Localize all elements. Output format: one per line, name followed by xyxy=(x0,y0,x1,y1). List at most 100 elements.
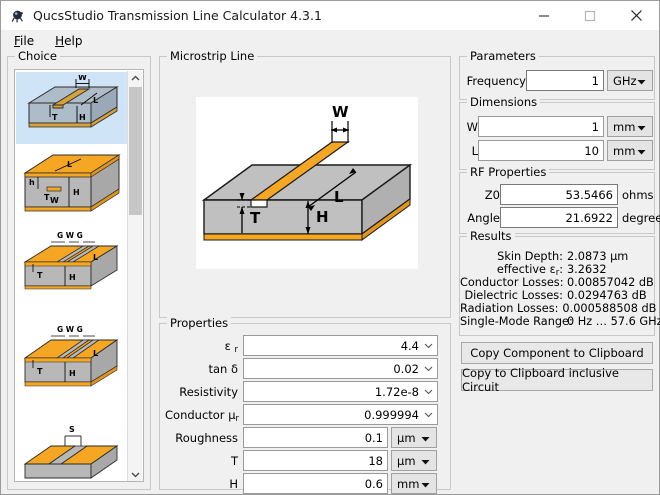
title-bar: QucsStudio Transmission Line Calculator … xyxy=(1,1,659,30)
length-input[interactable]: 10 xyxy=(478,140,604,161)
resistivity-input[interactable]: 1.72e-8 xyxy=(243,381,438,402)
properties-group-label: Properties xyxy=(167,317,232,329)
chevron-down-icon[interactable] xyxy=(423,341,433,351)
result-radiation-losses: Radiation Losses: 0.000588508 dB xyxy=(460,302,656,315)
property-label-epsilon-r: ε r xyxy=(224,338,238,355)
chevron-down-icon[interactable] xyxy=(423,387,433,397)
tan-delta-input[interactable]: 0.02 xyxy=(243,358,438,379)
frequency-value: 1 xyxy=(591,73,599,88)
result-single-mode-range-key: Single-Mode Range: xyxy=(460,315,573,328)
minimize-button[interactable] xyxy=(521,1,567,30)
menu-bar: File Help xyxy=(1,30,659,51)
property-row-tan-delta: tan δ 0.02 xyxy=(165,358,438,379)
svg-text:L: L xyxy=(93,253,98,262)
frequency-label: Frequency xyxy=(466,73,526,88)
width-input[interactable]: 1 xyxy=(478,116,604,137)
result-conductor-losses-value: 0.00857042 dB xyxy=(567,276,654,289)
chevron-down-icon[interactable] xyxy=(423,410,433,420)
epsilon-r-input[interactable]: 4.4 xyxy=(243,335,438,356)
choice-list[interactable]: W L T H xyxy=(14,69,144,482)
svg-text:H: H xyxy=(69,369,76,378)
preview-group-label: Microstrip Line xyxy=(167,50,258,62)
epsilon-r-value: 4.4 xyxy=(400,338,419,353)
property-row-conductor-mu-r: Conductor μr 0.999994 xyxy=(165,404,438,425)
result-effective-epsilon-r-key: effective εr: xyxy=(496,263,563,278)
height-value: 0.6 xyxy=(364,476,383,491)
choice-item-coupled-lines[interactable]: S xyxy=(16,420,128,480)
thickness-input[interactable]: 18 xyxy=(243,450,388,471)
chevron-down-icon[interactable] xyxy=(423,364,433,374)
copy-circuit-button[interactable]: Copy to Clipboard inclusive Circuit xyxy=(461,366,653,394)
window-title: QucsStudio Transmission Line Calculator … xyxy=(33,8,322,23)
height-unit-select[interactable]: mm xyxy=(391,473,437,494)
svg-text:L: L xyxy=(93,96,98,105)
svg-text:L: L xyxy=(93,349,98,358)
choice-item-rectangular-waveguide[interactable]: h T W H L xyxy=(16,150,128,222)
width-value: 1 xyxy=(591,119,599,134)
menu-help[interactable]: Help xyxy=(47,32,90,50)
length-label: L xyxy=(471,143,478,158)
height-input[interactable]: 0.6 xyxy=(243,473,388,494)
choice-item-coplanar-waveguide[interactable]: G W G T H L xyxy=(16,324,128,396)
triangle-down-icon xyxy=(421,454,430,468)
property-label-roughness: Roughness xyxy=(175,430,238,445)
length-unit-value: mm xyxy=(613,143,636,158)
qucs-app-icon xyxy=(10,8,26,24)
result-effective-epsilon-r-value: 3.2632 xyxy=(567,263,607,276)
scroll-down-icon[interactable] xyxy=(128,467,143,481)
close-button[interactable] xyxy=(613,1,659,30)
length-value: 10 xyxy=(584,143,599,158)
choice-scrollbar[interactable] xyxy=(127,71,143,481)
dimension-row-length: L 10 mm xyxy=(464,140,653,161)
conductor-mu-r-input[interactable]: 0.999994 xyxy=(243,404,438,425)
menu-file[interactable]: File xyxy=(6,32,42,50)
result-skin-depth: Skin Depth: 2.0873 µm xyxy=(460,250,650,263)
triangle-down-icon xyxy=(637,144,646,158)
thickness-unit-select[interactable]: µm xyxy=(391,450,437,471)
z0-output[interactable]: 53.5466 xyxy=(500,184,618,205)
property-row-height: H 0.6 mm xyxy=(165,473,437,494)
property-label-height: H xyxy=(229,476,238,491)
frequency-unit-select[interactable]: GHz xyxy=(607,70,653,91)
svg-text:H: H xyxy=(316,208,329,226)
property-label-tan-delta: tan δ xyxy=(208,361,238,376)
choice-item-coupled-microstrip-line[interactable]: G W G T H L xyxy=(16,228,128,300)
result-single-mode-range: Single-Mode Range: 0 Hz … 57.6 GHz xyxy=(460,315,660,328)
frequency-input[interactable]: 1 xyxy=(526,70,604,91)
angle-output[interactable]: 21.6922 xyxy=(500,207,618,228)
rf-row-angle: Angle 21.6922 degree xyxy=(464,207,660,228)
rf-properties-group: RF Properties Z0 53.5466 ohms Angle 21.6… xyxy=(459,166,660,234)
result-dielectric-losses-value: 0.0294763 dB xyxy=(567,289,647,302)
conductor-mu-r-value: 0.999994 xyxy=(364,407,419,422)
angle-value: 21.6922 xyxy=(565,210,613,225)
choice-item-microstrip-line[interactable]: W L T H xyxy=(16,72,128,144)
frequency-unit-value: GHz xyxy=(613,73,637,88)
results-group-label: Results xyxy=(467,230,515,242)
property-row-epsilon-r: ε r 4.4 xyxy=(165,335,438,356)
roughness-input[interactable]: 0.1 xyxy=(243,427,388,448)
dimensions-group: Dimensions W 1 mm L 10 mm xyxy=(459,96,655,170)
scrollbar-thumb[interactable] xyxy=(129,87,142,215)
svg-text:L: L xyxy=(334,188,344,206)
property-label-conductor-mu-r: Conductor μr xyxy=(165,407,240,424)
window-controls xyxy=(521,1,659,30)
length-unit-select[interactable]: mm xyxy=(607,140,653,161)
svg-text:W: W xyxy=(50,196,59,205)
width-label: W xyxy=(466,119,478,134)
maximize-button[interactable] xyxy=(567,1,613,30)
dimensions-group-label: Dimensions xyxy=(467,96,541,108)
property-label-resistivity: Resistivity xyxy=(179,384,238,399)
thickness-value: 18 xyxy=(368,453,383,468)
scroll-up-icon[interactable] xyxy=(128,71,143,86)
copy-component-button[interactable]: Copy Component to Clipboard xyxy=(461,342,653,364)
svg-text:T: T xyxy=(250,209,261,227)
tan-delta-value: 0.02 xyxy=(393,361,419,376)
svg-text:T: T xyxy=(44,193,50,202)
parameters-group-label: Parameters xyxy=(467,50,539,62)
roughness-unit-select[interactable]: µm xyxy=(391,427,437,448)
width-unit-select[interactable]: mm xyxy=(607,116,653,137)
svg-text:G W G: G W G xyxy=(57,325,83,334)
width-unit-value: mm xyxy=(613,119,636,134)
angle-label: Angle xyxy=(467,210,500,225)
